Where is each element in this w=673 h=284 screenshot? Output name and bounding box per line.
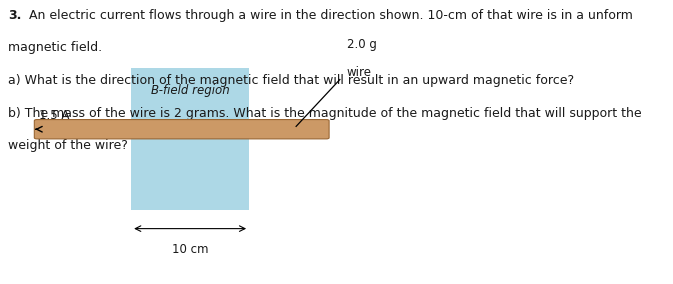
Text: B-field region: B-field region <box>151 84 230 97</box>
Text: 1.5 A: 1.5 A <box>39 108 69 122</box>
Text: weight of the wire?: weight of the wire? <box>8 139 128 152</box>
Text: 3.: 3. <box>8 9 22 22</box>
Text: 2.0 g: 2.0 g <box>347 37 376 51</box>
Text: 10 cm: 10 cm <box>172 243 209 256</box>
Text: magnetic field.: magnetic field. <box>8 41 102 54</box>
Text: a) What is the direction of the magnetic field that will result in an upward mag: a) What is the direction of the magnetic… <box>8 74 574 87</box>
FancyBboxPatch shape <box>34 120 329 139</box>
Text: b) The mass of the wire is 2 grams. What is the magnitude of the magnetic field : b) The mass of the wire is 2 grams. What… <box>8 106 641 120</box>
Bar <box>131 68 249 210</box>
Text: wire: wire <box>347 66 371 79</box>
Text: An electric current flows through a wire in the direction shown. 10-cm of that w: An electric current flows through a wire… <box>25 9 633 22</box>
